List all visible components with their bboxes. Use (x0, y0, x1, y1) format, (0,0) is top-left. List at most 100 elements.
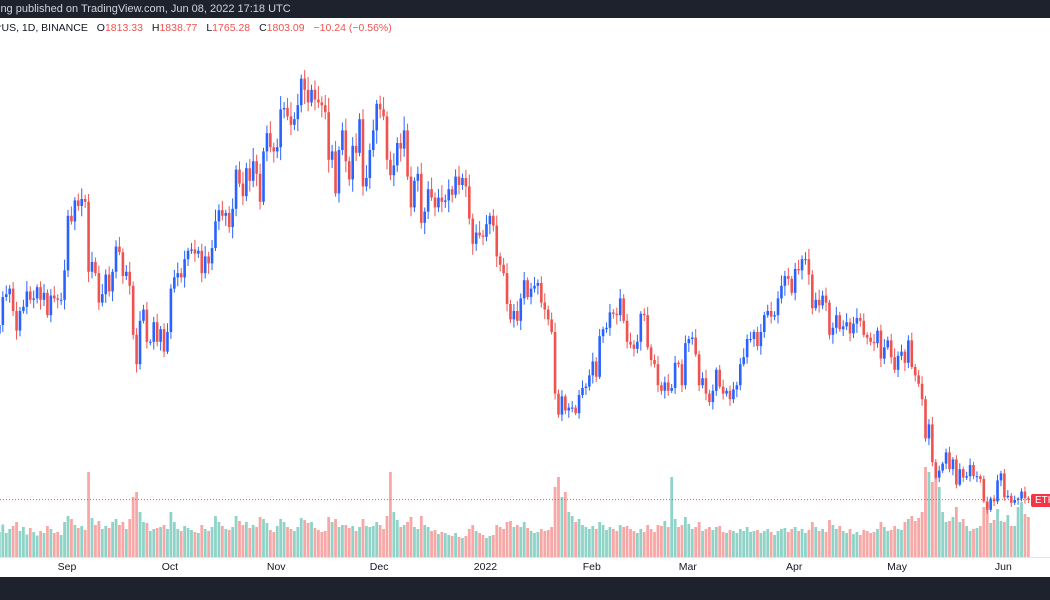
volume-bar (776, 531, 780, 557)
candle-body (286, 108, 289, 117)
volume-bar (817, 531, 821, 557)
candle-body (56, 298, 60, 300)
candle-body (817, 299, 821, 306)
volume-bar (193, 532, 197, 557)
volume-bar (965, 526, 969, 557)
x-tick-label: May (887, 561, 907, 573)
volume-bar (248, 528, 252, 557)
volume-bar (371, 526, 375, 557)
candle-body (773, 315, 776, 317)
candle-body (666, 382, 670, 391)
candle-body (282, 108, 286, 110)
candle-body (39, 287, 42, 300)
volume-bar (94, 525, 97, 557)
candle-body (557, 393, 560, 415)
volume-bar (97, 521, 101, 557)
volume-bar (519, 527, 523, 557)
candle-body (505, 273, 509, 304)
volume-bar (450, 536, 454, 557)
candle-body (474, 232, 478, 244)
candle-body (536, 283, 540, 286)
candle-body (848, 322, 852, 334)
candle-body (704, 378, 708, 394)
volume-bar (920, 512, 924, 557)
candle-body (999, 473, 1003, 481)
candle-body (1003, 473, 1006, 498)
candle-body (776, 298, 780, 316)
volume-bar (306, 523, 310, 557)
x-tick-label: Apr (785, 561, 803, 573)
volume-bar (622, 527, 626, 557)
volume-bar (858, 535, 862, 557)
volume-bar (814, 527, 818, 557)
candle-body (365, 178, 368, 187)
high-value: 1838.77 (159, 22, 198, 34)
volume-bar (786, 532, 790, 557)
candle-body (883, 347, 886, 359)
candle-body (334, 151, 337, 194)
candle-body (516, 311, 519, 321)
candle-body (673, 362, 677, 388)
volume-bar (906, 519, 910, 557)
candle-body (101, 294, 104, 303)
volume-bar (587, 529, 591, 557)
volume-bar (131, 497, 135, 557)
volume-bar (557, 477, 560, 557)
volume-bar (673, 519, 677, 557)
candle-body (66, 215, 70, 271)
x-tick-label: Nov (266, 561, 286, 573)
volume-bar (893, 526, 897, 557)
candle-body (797, 269, 800, 271)
volume-bar (32, 532, 36, 557)
candle-body (200, 250, 204, 274)
candle-body (395, 143, 399, 166)
volume-bar (241, 525, 245, 557)
volume-bar (471, 525, 475, 557)
candle-body (690, 337, 694, 339)
candle-body (660, 385, 663, 391)
candle-body (104, 274, 108, 295)
candle-body (567, 407, 571, 411)
volume-bar (385, 516, 389, 557)
candle-body (584, 386, 588, 388)
candle-body (814, 299, 818, 309)
candle-body (985, 501, 989, 510)
candle-body (131, 285, 135, 335)
volume-bar (299, 518, 303, 557)
candle-body (231, 208, 234, 227)
candle-body (828, 302, 831, 335)
volume-bar (989, 523, 993, 557)
volume-bar (687, 524, 691, 557)
candle-body (190, 249, 193, 251)
candle-body (361, 119, 365, 187)
candle-body (63, 270, 66, 300)
candle-body (444, 200, 447, 202)
volume-bar (341, 525, 344, 557)
candle-body (519, 298, 523, 321)
volume-bar (59, 535, 63, 557)
volume-bar (639, 529, 643, 557)
candle-body (128, 271, 132, 286)
volume-bar (804, 533, 807, 557)
volume-bar (365, 526, 368, 557)
candle-body (869, 337, 872, 342)
volume-bar (495, 525, 499, 557)
candle-body (749, 339, 752, 340)
candle-body (783, 276, 787, 286)
candle-body (468, 186, 471, 219)
candle-body (622, 298, 625, 321)
candle-body (306, 89, 310, 103)
volume-bar (478, 533, 481, 557)
volume-bar (90, 518, 94, 557)
volume-bar (704, 529, 708, 557)
volume-bar (330, 522, 334, 557)
candle-body (821, 295, 824, 306)
volume-bar (711, 530, 715, 557)
candle-body (708, 393, 711, 402)
candle-body (83, 199, 87, 202)
volume-bar (924, 467, 927, 557)
volume-bar (426, 527, 430, 557)
candle-body (94, 262, 97, 274)
candle-body (354, 145, 358, 153)
